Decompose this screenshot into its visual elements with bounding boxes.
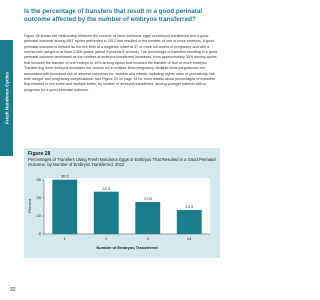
chart: Percent Number of Embryos Transferred 0 1… (27, 174, 210, 250)
y-tick-label: 0 (39, 231, 42, 236)
figure-label: Figure 28 (28, 151, 51, 157)
x-tick-label: ≥4 (187, 236, 192, 241)
bar (93, 191, 119, 234)
bar (176, 210, 202, 234)
y-tick-label: 10 (37, 213, 42, 218)
data-label: 30.2 (61, 174, 70, 179)
page-number: 32 (10, 287, 16, 293)
body-text: Figure 28 shows the relationship between… (24, 34, 218, 92)
x-tick-label: 2 (105, 236, 108, 241)
figure-caption: Percentages of Transfers Using Fresh Non… (28, 157, 216, 168)
x-axis-label: Number of Embryos Transferred (96, 245, 158, 250)
page: Is the percentage of transfers that resu… (0, 8, 220, 293)
data-label: 17.8 (144, 196, 153, 201)
side-tab: Fresh Nondonor Cycles (0, 40, 13, 156)
x-tick-label: 1 (64, 236, 67, 241)
y-tick-label: 20 (37, 195, 42, 200)
bar (135, 201, 161, 234)
y-axis-label: Percent (27, 198, 32, 213)
data-label: 13.3 (185, 204, 194, 209)
title: Is the percentage of transfers that resu… (24, 8, 203, 23)
bar (52, 179, 78, 234)
y-tick-label: 30 (37, 177, 42, 182)
x-tick-label: 3 (147, 236, 150, 241)
data-label: 23.5 (102, 186, 111, 191)
